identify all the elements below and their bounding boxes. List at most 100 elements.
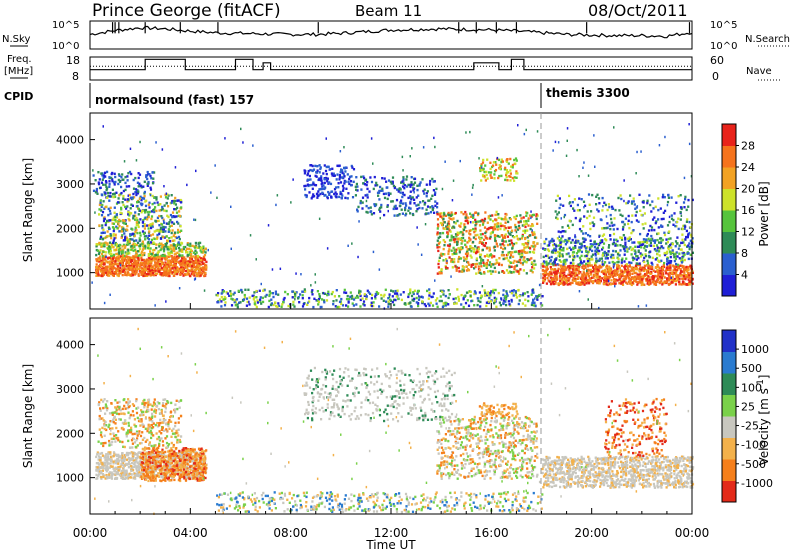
range-gate-cell [354,185,357,188]
range-gate-cell [159,264,162,268]
range-gate-cell [481,174,485,177]
range-gate-cell [433,193,437,196]
range-gate-cell [423,303,426,306]
range-gate-cell [677,195,680,198]
range-gate-cell [117,197,120,200]
range-gate-cell [175,208,178,211]
range-gate-cell [136,218,139,222]
range-gate-cell [125,273,129,277]
range-gate-cell [533,259,536,263]
range-gate-cell [180,248,184,252]
range-gate-cell [580,260,583,263]
range-gate-cell [137,200,140,204]
range-gate-cell [541,262,544,265]
range-gate-cell [320,175,323,178]
range-gate-cell [156,269,159,272]
range-gate-cell [147,270,150,273]
range-gate-cell [675,201,678,204]
range-gate-cell [341,171,344,175]
range-gate-cell [112,241,115,244]
range-gate-cell [166,193,169,196]
range-gate-cell [494,288,497,292]
range-gate-cell [132,262,135,266]
range-gate-cell [587,251,590,254]
range-gate-cell [672,223,675,226]
range-gate-cell [461,270,464,273]
range-gate-cell [343,288,346,292]
range-gate-cell [674,255,678,258]
range-gate-cell [464,243,467,246]
range-gate-cell [423,203,426,206]
range-gate-cell [129,274,132,277]
range-gate-cell [203,268,206,271]
range-gate-cell [104,171,107,174]
nsky-label: N.Sky [2,34,30,45]
range-gate-cell [483,238,486,241]
range-gate-cell [335,192,338,196]
range-gate-cell [113,253,116,257]
range-gate-cell [446,227,449,231]
range-gate-cell [497,222,500,225]
range-gate-cell [456,288,459,291]
range-gate-cell [666,265,669,268]
range-gate-cell [394,298,397,302]
range-gate-cell [125,236,128,239]
range-gate-cell [486,259,489,262]
range-gate-cell [412,291,415,294]
range-gate-cell [324,169,328,173]
range-gate-cell [198,271,201,274]
range-gate-cell [607,246,610,249]
range-gate-cell [458,251,461,254]
range-gate-cell [95,248,98,252]
range-gate-cell [620,261,623,264]
range-gate-cell [617,267,620,270]
range-gate-cell [143,209,147,212]
range-gate-cell [681,257,684,260]
range-gate-cell [642,269,646,272]
range-gate-cell [628,272,631,275]
range-gate-cell [638,262,641,265]
range-gate-cell [509,251,513,254]
range-gate-cell [580,250,583,254]
range-gate-cell [400,181,403,184]
range-gate-cell [586,280,589,283]
range-gate-cell [151,171,154,174]
range-gate-cell [605,255,608,259]
range-gate-cell [633,241,636,244]
range-gate-cell [649,224,652,228]
range-gate-cell [202,255,205,258]
range-gate-cell [355,182,358,186]
range-gate-cell [160,268,163,271]
range-gate-cell [130,266,133,269]
range-gate-cell [526,242,529,246]
range-gate-cell [372,304,375,308]
range-gate-cell [637,281,640,284]
range-gate-cell [595,280,598,283]
range-gate-cell [673,255,676,259]
range-gate-cell [95,253,98,257]
range-gate-cell [473,248,476,251]
range-gate-cell [509,179,512,182]
range-gate-cell [522,243,525,246]
range-gate-cell [348,177,351,181]
range-gate-cell [127,172,130,175]
range-gate-cell [576,282,579,285]
range-gate-cell [117,173,121,176]
range-gate-cell [102,256,105,260]
range-gate-cell [409,200,412,204]
range-gate-cell [132,192,135,196]
range-gate-cell [337,182,340,185]
range-gate-cell [318,295,321,298]
range-gate-cell [553,260,556,263]
range-gate-cell [431,194,434,197]
range-gate-cell [656,246,659,249]
range-gate-cell [155,246,158,250]
range-gate-cell [167,222,170,225]
range-gate-cell [632,257,635,260]
range-gate-cell [657,270,660,273]
range-gate-cell [660,280,663,283]
range-gate-cell [681,255,684,259]
range-gate-cell [655,256,659,260]
range-gate-cell [510,298,513,302]
range-gate-cell [570,241,573,244]
